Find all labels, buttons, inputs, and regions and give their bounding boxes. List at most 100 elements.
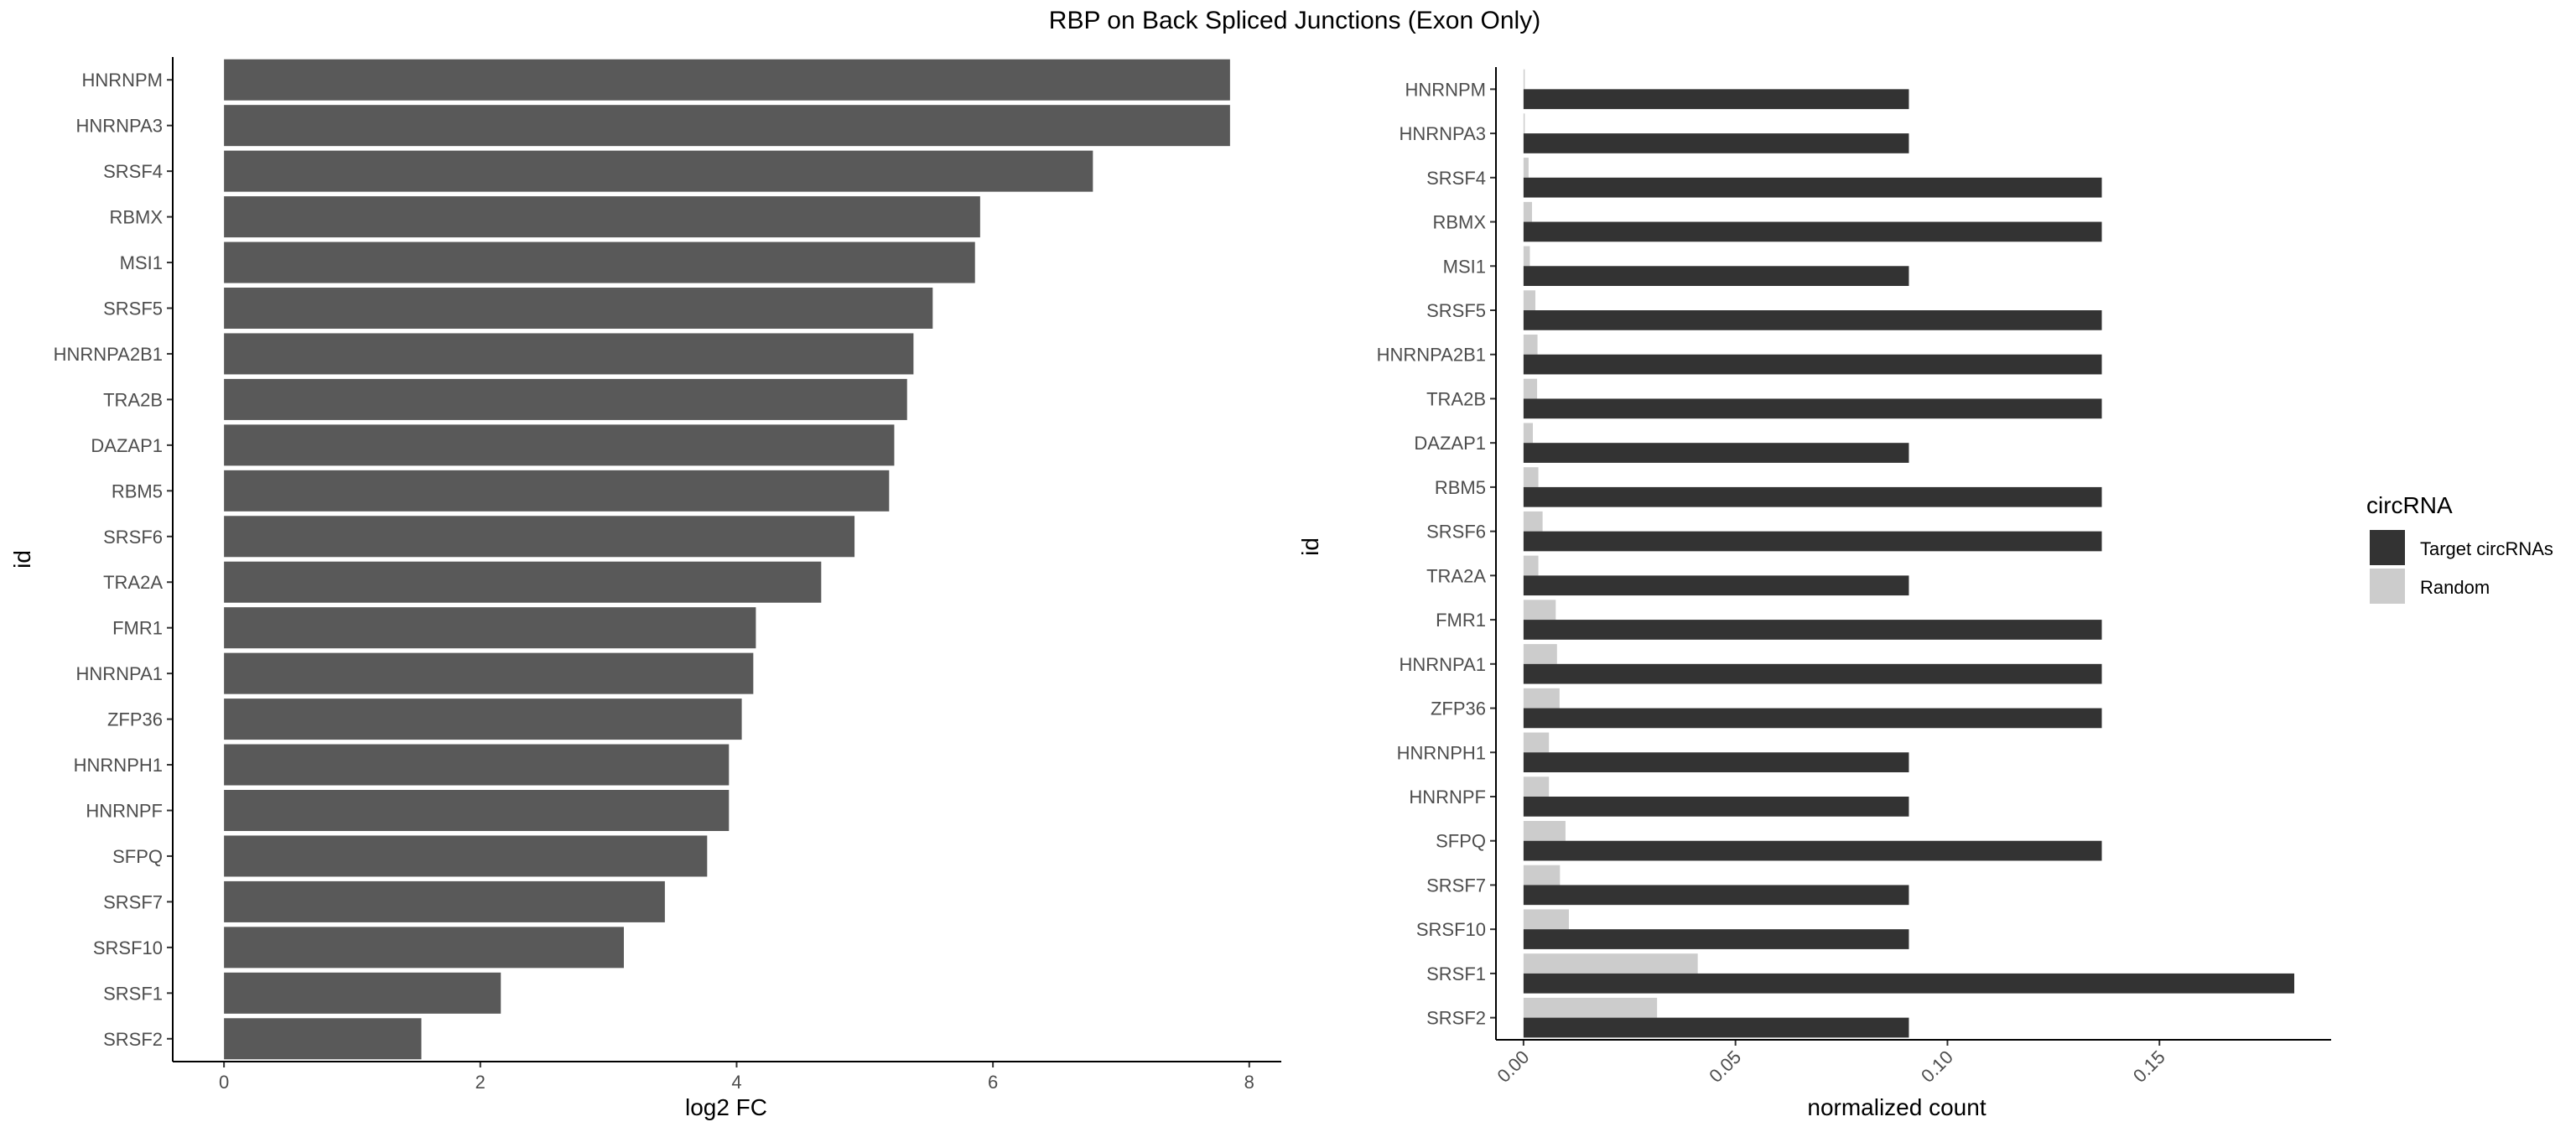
left-y-tick-label: RBMX (109, 207, 163, 228)
right-y-tick-label: HNRNPA1 (1399, 654, 1486, 675)
left-x-tick-label: 0 (219, 1072, 229, 1093)
left-y-tick-label: SRSF2 (103, 1029, 163, 1050)
left-y-tick-label: FMR1 (112, 618, 163, 639)
right-bar-target-srsf7 (1523, 885, 1909, 906)
right-y-tick-label: RBMX (1432, 212, 1486, 233)
right-bar-random-srsf7 (1523, 865, 1561, 886)
legend-swatch-random (2370, 569, 2405, 604)
right-y-tick-label: SRSF5 (1426, 300, 1486, 321)
left-y-tick-label: SRSF10 (93, 937, 163, 958)
right-y-tick-label: RBM5 (1435, 477, 1486, 498)
right-bar-target-msi1 (1523, 266, 1909, 286)
left-bar-srsf10 (224, 927, 624, 969)
right-bar-target-srsf4 (1523, 177, 2102, 198)
right-y-tick-label: TRA2A (1426, 565, 1486, 586)
right-bar-target-tra2b (1523, 398, 2102, 419)
right-y-tick-label: MSI1 (1443, 256, 1486, 277)
right-y-tick-labels: HNRNPM HNRNPA3 SRSF4 RBMX MSI1 SRSF5 HNRNPA2B1… (1377, 79, 1496, 1029)
left-bar-sfpq (224, 835, 708, 877)
right-bar-target-rbmx (1523, 221, 2102, 242)
left-bar-srsf6 (224, 516, 855, 558)
right-x-tick-label: 0.15 (2129, 1046, 2169, 1087)
left-y-tick-label: TRA2A (103, 572, 163, 593)
right-bar-target-rbm5 (1523, 486, 2102, 507)
left-x-tick-label: 2 (475, 1072, 486, 1093)
legend-label-random: Random (2420, 577, 2490, 598)
left-y-tick-label: TRA2B (103, 389, 163, 410)
right-y-axis-title: id (1297, 538, 1323, 556)
right-bar-target-hnrnph1 (1523, 752, 1909, 772)
right-y-tick-label: HNRNPM (1405, 79, 1486, 100)
right-y-tick-label: SRSF1 (1426, 963, 1486, 984)
left-y-tick-label: SRSF1 (103, 983, 163, 1004)
left-bar-hnrnpa1 (224, 652, 754, 694)
left-bar-hnrnpa2b1 (224, 333, 914, 375)
left-y-tick-label: HNRNPH1 (74, 755, 163, 776)
left-bar-rbm5 (224, 470, 890, 512)
right-bar-target-hnrnpa3 (1523, 133, 1909, 153)
right-x-tick-labels: 0.00 0.05 0.10 0.15 (1493, 1040, 2169, 1087)
legend-title: circRNA (2366, 492, 2453, 518)
right-y-tick-label: HNRNPF (1409, 787, 1486, 808)
right-bar-random-dazap1 (1523, 423, 1533, 444)
right-y-tick-label: SFPQ (1436, 831, 1486, 852)
left-x-axis-title: log2 FC (685, 1094, 767, 1120)
left-x-tick-label: 8 (1244, 1072, 1254, 1093)
right-bar-random-srsf6 (1523, 511, 1543, 532)
left-y-tick-label: SFPQ (112, 846, 163, 867)
right-x-tick-label: 0.10 (1917, 1046, 1957, 1087)
right-bar-random-msi1 (1523, 246, 1530, 267)
right-bar-target-srsf1 (1523, 973, 2295, 994)
right-bars (1523, 69, 2295, 1038)
right-bar-random-zfp36 (1523, 688, 1560, 709)
left-y-tick-label: SRSF5 (103, 299, 163, 319)
left-y-tick-label: HNRNPM (81, 70, 163, 91)
right-bar-random-hnrnpa1 (1523, 644, 1557, 664)
left-bar-chart: HNRNPM HNRNPA3 SRSF4 RBMX MSI1 SRSF5 HNRNPA2B1… (9, 57, 1281, 1120)
left-x-tick-labels: 0 2 4 6 8 (219, 1062, 1254, 1093)
left-y-tick-label: MSI1 (120, 252, 163, 273)
right-bar-random-tra2a (1523, 555, 1539, 576)
left-bar-msi1 (224, 242, 975, 283)
right-y-tick-label: HNRNPA2B1 (1377, 345, 1486, 366)
right-y-tick-label: TRA2B (1426, 388, 1486, 409)
right-y-tick-label: SRSF10 (1416, 919, 1486, 940)
left-bar-srsf5 (224, 287, 933, 330)
right-bar-target-tra2a (1523, 575, 1909, 596)
right-bar-target-srsf6 (1523, 531, 2102, 552)
right-bar-target-dazap1 (1523, 443, 1909, 463)
left-bar-hnrnph1 (224, 744, 730, 786)
left-y-tick-label: ZFP36 (107, 709, 163, 730)
right-bar-random-tra2b (1523, 378, 1538, 399)
right-bar-random-hnrnph1 (1523, 732, 1550, 753)
right-y-tick-label: DAZAP1 (1414, 433, 1486, 454)
right-bar-random-srsf1 (1523, 953, 1698, 974)
right-bar-random-sfpq (1523, 821, 1566, 841)
right-y-tick-label: HNRNPH1 (1397, 742, 1486, 763)
left-bar-zfp36 (224, 699, 742, 740)
left-bar-fmr1 (224, 607, 756, 649)
right-y-tick-label: SRSF7 (1426, 875, 1486, 896)
left-bar-hnrnpf (224, 789, 730, 832)
right-y-tick-label: FMR1 (1436, 610, 1486, 631)
left-y-tick-label: HNRNPA1 (75, 663, 163, 684)
right-x-axis-title: normalized count (1807, 1094, 1986, 1120)
left-bar-srsf4 (224, 150, 1093, 192)
legend-label-target-circrnas: Target circRNAs (2420, 538, 2553, 559)
right-bar-target-srsf10 (1523, 929, 1909, 949)
right-bar-random-srsf2 (1523, 997, 1658, 1018)
left-y-tick-label: RBM5 (112, 480, 163, 501)
left-bars (224, 59, 1230, 1060)
figure-title: RBP on Back Spliced Junctions (Exon Only… (1049, 7, 1540, 34)
left-y-axis-title: id (9, 550, 35, 569)
left-x-tick-label: 6 (988, 1072, 998, 1093)
left-y-tick-label: SRSF4 (103, 161, 163, 182)
right-y-tick-label: HNRNPA3 (1399, 123, 1486, 144)
right-bar-random-hnrnpa3 (1523, 113, 1525, 134)
left-y-tick-label: SRSF6 (103, 527, 163, 548)
right-bar-random-hnrnpf (1523, 776, 1550, 797)
left-y-tick-labels: HNRNPM HNRNPA3 SRSF4 RBMX MSI1 SRSF5 HNRNPA2B1… (54, 70, 173, 1050)
left-y-tick-label: HNRNPF (86, 801, 163, 822)
right-bar-random-rbmx (1523, 201, 1532, 222)
